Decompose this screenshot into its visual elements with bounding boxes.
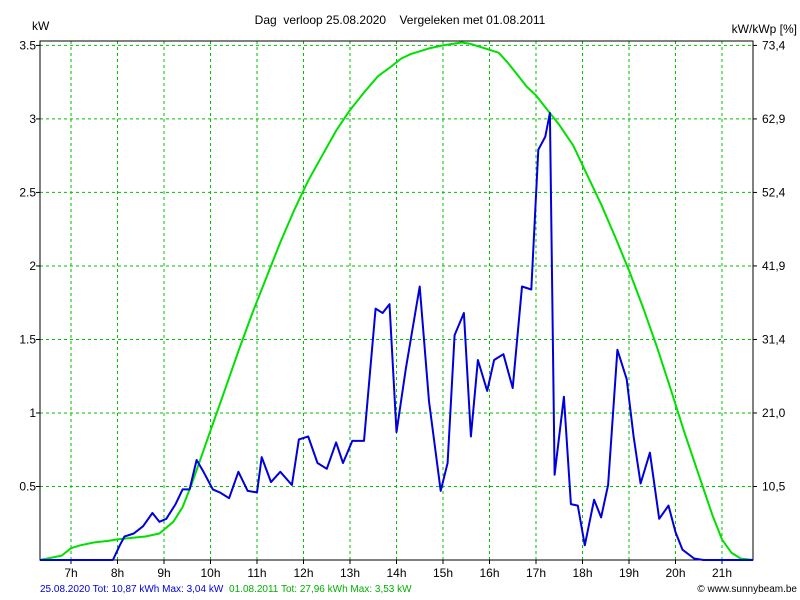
x-tick-label: 16h — [479, 566, 499, 580]
y-tick-label-right: 10,5 — [762, 479, 786, 493]
y-tick-label-left: 3 — [29, 112, 36, 126]
grid-lines — [40, 41, 753, 560]
x-tick-label: 13h — [340, 566, 360, 580]
x-tick-label: 9h — [157, 566, 170, 580]
x-tick-label: 14h — [386, 566, 406, 580]
y-tick-label-right: 62,9 — [762, 112, 786, 126]
x-tick-label: 20h — [665, 566, 685, 580]
y-tick-label-left: 2 — [29, 259, 36, 273]
y-tick-label-right: 73,4 — [762, 38, 786, 52]
x-tick-label: 8h — [111, 566, 124, 580]
x-tick-label: 12h — [293, 566, 313, 580]
footer-blue-summary: 25.08.2020 Tot: 10,87 kWh Max: 3,04 kW — [40, 584, 224, 595]
y-tick-label-left: 0.5 — [19, 479, 36, 493]
x-axis-ticks: 7h 8h 9h 10h 11h 12h 13h 14h 15h 16h 17h 18h 19h 20h 2… — [64, 560, 732, 580]
x-tick-label: 11h — [247, 566, 266, 580]
x-tick-label: 17h — [526, 566, 546, 580]
y-tick-label-left: 2.5 — [19, 185, 36, 199]
y-tick-label-right: 21,0 — [762, 406, 786, 420]
series-lines — [39, 41, 754, 561]
y-axis-right-ticks: 10,5 21,0 31,4 41,9 52,4 62,9 73,4 — [753, 38, 786, 493]
x-tick-label: 15h — [433, 566, 453, 580]
y-axis-left-ticks: 0.5 1 1.5 2 2.5 3 3.5 — [19, 38, 40, 493]
series-line-01-08-2011 — [39, 41, 754, 561]
x-tick-label: 18h — [572, 566, 592, 580]
x-tick-label: 7h — [64, 566, 77, 580]
footer-summary: 25.08.2020 Tot: 10,87 kWh Max: 3,04 kW 0… — [40, 584, 412, 595]
y-tick-label-left: 1 — [29, 406, 36, 420]
footer-credit: © www.sunnybeam.be — [697, 584, 797, 595]
series-line-25-08-2020 — [40, 112, 753, 561]
y-tick-label-right: 31,4 — [762, 332, 786, 346]
x-tick-label: 10h — [200, 566, 220, 580]
y-tick-label-left: 1.5 — [19, 332, 36, 346]
y-axis-left-label: kW — [32, 19, 50, 33]
y-tick-label-right: 52,4 — [762, 185, 786, 199]
y-tick-label-right: 41,9 — [762, 259, 786, 273]
y-tick-label-left: 3.5 — [19, 38, 36, 52]
x-tick-label: 19h — [619, 566, 639, 580]
y-axis-right-label: kW/kWp [%] — [732, 22, 797, 36]
footer-green-summary: 01.08.2011 Tot: 27,96 kWh Max: 3,53 kW — [229, 584, 412, 595]
chart-title: Dag verloop 25.08.2020 Vergeleken met 01… — [255, 13, 546, 27]
x-tick-label: 21h — [712, 566, 732, 580]
